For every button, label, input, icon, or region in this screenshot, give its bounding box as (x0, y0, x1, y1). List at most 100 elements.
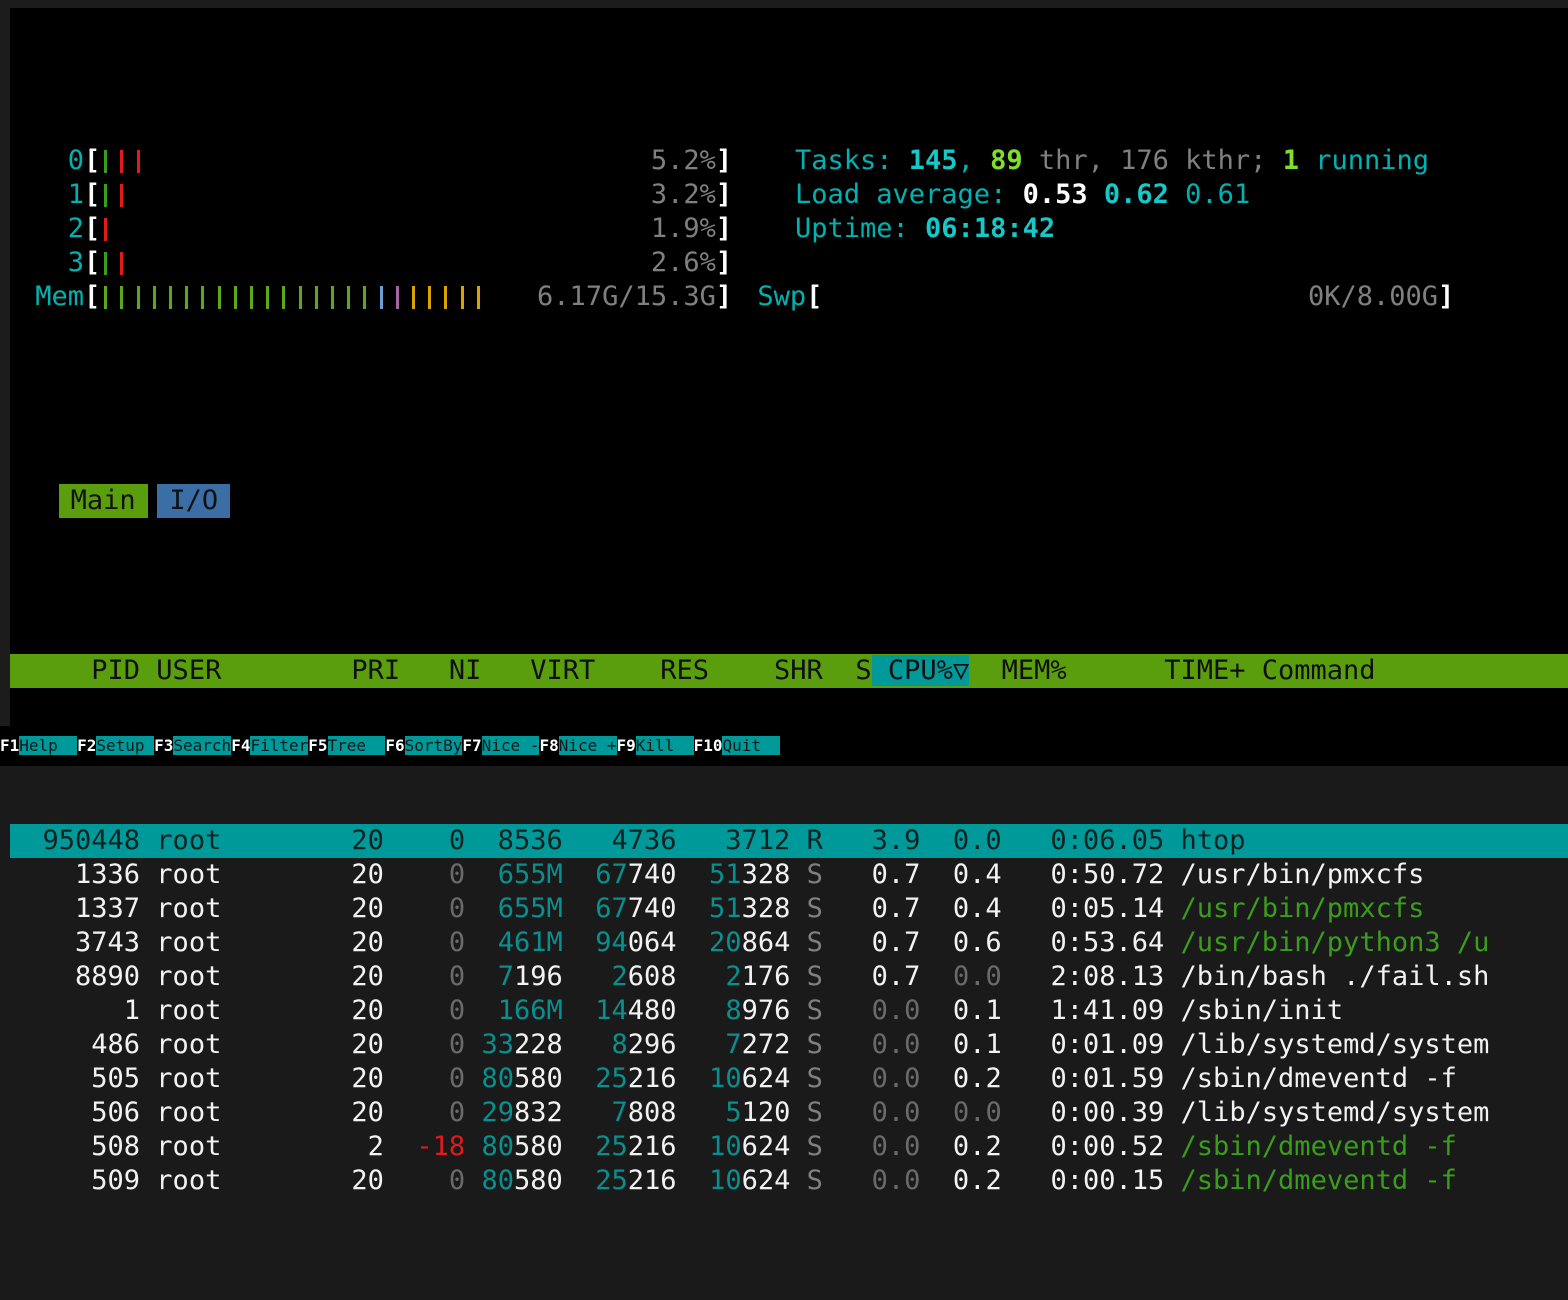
cell-command: htop (1164, 825, 1246, 856)
cell-shr: 3712 (676, 825, 791, 856)
process-row[interactable]: 1337 root 20 0 655M 67740 51328 S 0.7 0.… (10, 892, 1568, 926)
tab-main[interactable]: Main (58, 484, 148, 518)
fkey-f10[interactable]: F10 (693, 736, 723, 755)
meter-bar-cell (120, 286, 124, 309)
fkey-f9[interactable]: F9 (616, 736, 636, 755)
fkey-f2[interactable]: F2 (77, 736, 97, 755)
process-row[interactable]: 508 root 2 -18 80580 25216 10624 S 0.0 0… (10, 1130, 1568, 1164)
process-table-header[interactable]: PID USER PRI NI VIRT RES SHR S CPU%▽ MEM… (10, 654, 1568, 688)
cell-command: /usr/bin/python3 /u (1164, 927, 1490, 958)
process-row[interactable]: 486 root 20 0 33228 8296 7272 S 0.0 0.1 … (10, 1028, 1568, 1062)
cell-ni: 0 (383, 825, 466, 856)
meter-bar (822, 280, 1211, 314)
fkey-label-f4[interactable]: Filter (250, 736, 309, 755)
fkey-f1[interactable]: F1 (0, 736, 20, 755)
process-row[interactable]: 8890 root 20 0 7196 2608 2176 S 0.7 0.0 … (10, 960, 1568, 994)
meter-bar-cell (428, 286, 432, 309)
column-header-time[interactable]: TIME+ (1066, 655, 1246, 686)
fkey-f4[interactable]: F4 (231, 736, 251, 755)
meter-bar-cell (444, 286, 448, 309)
cell-user: root (140, 961, 319, 992)
fkey-f3[interactable]: F3 (154, 736, 174, 755)
cell-mem: 0.2 (920, 1131, 1002, 1162)
meter-bar-cell (379, 286, 383, 309)
process-row[interactable]: 950448 root 20 0 8536 4736 3712 R 3.9 0.… (10, 824, 1568, 858)
fkey-f8[interactable]: F8 (539, 736, 559, 755)
cpu-meter-2: 2[1.9%] (10, 212, 732, 246)
process-list[interactable]: 950448 root 20 0 8536 4736 3712 R 3.9 0.… (10, 824, 1568, 1198)
htop-screen: 0[5.2%] Tasks: 145, 89 thr, 176 kthr; 1 r… (10, 8, 1568, 1196)
cell-cpu: 0.7 (822, 961, 921, 992)
cell-mem: 0.2 (920, 1063, 1002, 1094)
cell-time: 0:53.64 (1001, 927, 1165, 958)
cell-res: 25216 (595, 1063, 677, 1094)
cell-virt: 7196 (497, 961, 563, 992)
fkey-f6[interactable]: F6 (385, 736, 405, 755)
cell-pri: 20 (318, 1165, 384, 1196)
meters-area: 0[5.2%] Tasks: 145, 89 thr, 176 kthr; 1 r… (10, 144, 1568, 348)
cell-state: S (790, 893, 823, 924)
process-row[interactable]: 1336 root 20 0 655M 67740 51328 S 0.7 0.… (10, 858, 1568, 892)
column-header-mem[interactable]: MEM% (969, 655, 1067, 686)
fkey-label-f3[interactable]: Search (173, 736, 232, 755)
meter-open-bracket: [ (84, 247, 101, 278)
fkey-label-f1[interactable]: Help (19, 736, 78, 755)
column-header-res[interactable]: RES (595, 655, 710, 686)
meter-close-bracket: ] (715, 247, 733, 278)
cell-virt: 29832 (481, 1097, 563, 1128)
meter-open-bracket: [ (84, 213, 101, 244)
meter-bar-cell (136, 150, 140, 173)
fkey-label-f9[interactable]: Kill (635, 736, 694, 755)
process-row[interactable]: 509 root 20 0 80580 25216 10624 S 0.0 0.… (10, 1164, 1568, 1198)
column-header-virt[interactable]: VIRT (481, 655, 596, 686)
fkey-label-f5[interactable]: Tree (327, 736, 386, 755)
fkey-label-f7[interactable]: Nice - (481, 736, 540, 755)
cell-pid: 1337 (10, 893, 141, 924)
fkey-f5[interactable]: F5 (308, 736, 328, 755)
process-row[interactable]: 506 root 20 0 29832 7808 5120 S 0.0 0.0 … (10, 1096, 1568, 1130)
cell-res: 25216 (595, 1131, 677, 1162)
cell-res: 25216 (595, 1165, 677, 1196)
fkey-label-f2[interactable]: Setup (96, 736, 155, 755)
meter-bar-cell (104, 150, 108, 173)
column-header-user[interactable]: USER (140, 655, 319, 686)
cell-time: 0:01.59 (1001, 1063, 1165, 1094)
cell-shr: 10624 (709, 1063, 791, 1094)
cell-pri: 2 (318, 1131, 384, 1162)
fkey-label-f8[interactable]: Nice + (558, 736, 617, 755)
meter-value: 0K/8.00G (1307, 281, 1438, 312)
function-key-bar[interactable]: F1Help F2Setup F3SearchF4FilterF5Tree F6… (0, 726, 1558, 766)
fkey-label-f6[interactable]: SortBy (404, 736, 463, 755)
process-row[interactable]: 505 root 20 0 80580 25216 10624 S 0.0 0.… (10, 1062, 1568, 1096)
cell-command: /sbin/dmeventd -f (1164, 1063, 1457, 1094)
meter-bar-cell (347, 286, 351, 309)
column-header-s[interactable]: S (822, 655, 872, 686)
process-row[interactable]: 3743 root 20 0 461M 94064 20864 S 0.7 0.… (10, 926, 1568, 960)
tab-bar[interactable]: Main I/O (10, 484, 1568, 518)
meter-value: 2.6% (650, 247, 716, 278)
cell-ni: 0 (383, 961, 466, 992)
cell-ni: -18 (383, 1131, 466, 1162)
fkey-label-f10[interactable]: Quit (722, 736, 781, 755)
cell-user: root (140, 893, 319, 924)
column-header-cpu[interactable]: CPU%▽ (871, 655, 970, 686)
cell-res: 67740 (595, 859, 677, 890)
cell-command: /bin/bash ./fail.sh (1164, 961, 1490, 992)
cell-pri: 20 (318, 1063, 384, 1094)
column-header-pid[interactable]: PID (10, 655, 141, 686)
meter-label: 3 (67, 247, 84, 278)
cell-shr: 7272 (725, 1029, 791, 1060)
column-header-command[interactable]: Command (1245, 655, 1376, 686)
fkey-f7[interactable]: F7 (462, 736, 482, 755)
cell-command: /usr/bin/pmxcfs (1164, 859, 1425, 890)
memory-meter: Mem[6.17G/15.3G] (10, 280, 732, 314)
column-header-pri[interactable]: PRI (318, 655, 401, 686)
cell-time: 0:00.39 (1001, 1097, 1165, 1128)
column-header-ni[interactable]: NI (400, 655, 482, 686)
cell-user: root (140, 1097, 319, 1128)
cell-command: /sbin/init (1164, 995, 1344, 1026)
column-header-shr[interactable]: SHR (709, 655, 823, 686)
tab-i-o[interactable]: I/O (157, 484, 231, 518)
cell-user: root (140, 995, 319, 1026)
process-row[interactable]: 1 root 20 0 166M 14480 8976 S 0.0 0.1 1:… (10, 994, 1568, 1028)
